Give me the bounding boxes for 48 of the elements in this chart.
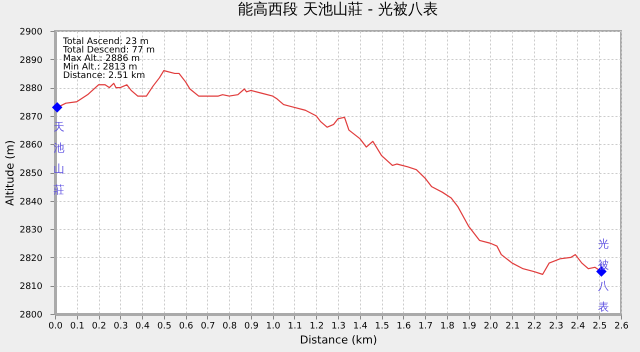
y-tick-label: 2870 — [20, 112, 43, 122]
x-tick-label: 1.8 — [440, 322, 455, 332]
x-tick-label: 2.2 — [527, 322, 542, 332]
x-tick-label: 1.7 — [418, 322, 433, 332]
x-tick-label: 1.6 — [396, 322, 412, 332]
y-tick-label: 2850 — [20, 169, 43, 179]
annotation: Min Alt.: 2813 m — [63, 62, 138, 72]
y-tick-label: 2860 — [20, 140, 43, 151]
x-tick-label: 1.2 — [310, 322, 324, 332]
x-tick-label: 0.7 — [200, 322, 216, 332]
annotation: Max Alt.: 2886 m — [63, 54, 140, 64]
x-tick-label: 1.4 — [353, 322, 368, 332]
y-tick-label: 2820 — [20, 254, 43, 264]
annotation: Total Descend: 77 m — [62, 46, 155, 56]
x-tick-label: 0.1 — [70, 322, 84, 332]
x-tick-label: 0.8 — [222, 322, 238, 332]
y-tick-label: 2890 — [20, 56, 43, 66]
y-tick-label: 2800 — [20, 310, 43, 320]
x-tick-label: 1.0 — [266, 322, 281, 332]
x-tick-label: 0.3 — [114, 322, 128, 332]
y-axis-title: Altitude (m) — [4, 140, 17, 206]
y-tick-label: 2830 — [20, 226, 43, 236]
x-tick-label: 0.9 — [244, 322, 259, 332]
x-tick-label: 0.4 — [135, 322, 150, 332]
x-tick-label: 2.3 — [549, 322, 564, 332]
x-tick-label: 1.5 — [374, 322, 390, 332]
annotation: 天池山莊 — [54, 120, 65, 196]
x-tick-label: 1.9 — [462, 322, 477, 332]
x-tick-label: 0.6 — [178, 322, 194, 332]
y-tick-label: 2810 — [20, 282, 43, 292]
x-tick-label: 1.3 — [331, 322, 346, 332]
x-tick-label: 2.5 — [592, 322, 607, 332]
annotation: 光被八表 — [598, 238, 609, 314]
x-tick-label: 2.6 — [614, 322, 629, 332]
x-tick-label: 2.0 — [484, 322, 498, 332]
annotation: Total Ascend: 23 m — [62, 37, 149, 47]
y-tick-label: 2840 — [20, 197, 43, 208]
x-tick-label: 2.4 — [570, 322, 586, 332]
x-tick-label: 2.1 — [505, 322, 520, 332]
y-tick-label: 2900 — [20, 28, 43, 38]
x-tick-label: 0.2 — [92, 322, 106, 332]
x-axis-title: Distance (km) — [300, 334, 378, 346]
annotation: Distance: 2.51 km — [63, 71, 146, 81]
chart-title: 能高西段 天池山莊 - 光被八表 — [238, 0, 438, 18]
x-tick-label: 1.1 — [288, 322, 302, 332]
y-tick-label: 2880 — [20, 84, 43, 94]
x-tick-label: 0.0 — [48, 322, 63, 332]
x-tick-label: 0.5 — [157, 322, 172, 332]
